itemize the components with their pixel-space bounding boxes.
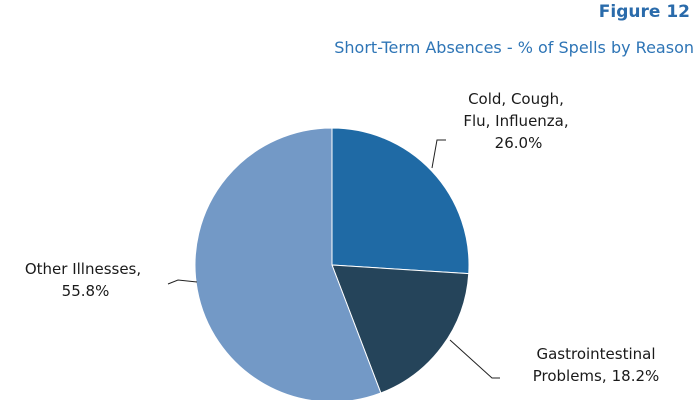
label-value: 18.2% <box>611 367 660 385</box>
label-category: Other Illnesses, <box>24 260 142 278</box>
label-category: Cold, Cough, Flu, Influenza, <box>463 90 569 130</box>
pie-slice <box>331 127 470 275</box>
pie-slice <box>331 264 470 394</box>
chart-subtitle: Short-Term Absences - % of Spells by Rea… <box>334 38 694 57</box>
chart-title: Figure 12 <box>598 2 690 22</box>
leader-line <box>431 139 446 169</box>
data-label: Gastrointestinal Problems, 18.2% <box>506 343 686 387</box>
pie-slice <box>194 127 382 400</box>
data-label: Cold, Cough, Flu, Influenza, 26.0% <box>456 88 576 154</box>
label-category: Gastrointestinal Problems, <box>532 345 656 385</box>
data-label: Other Illnesses, 55.8% <box>8 258 158 302</box>
label-value: 26.0% <box>494 134 543 152</box>
leader-line <box>167 279 198 285</box>
label-value: 55.8% <box>61 282 110 300</box>
leader-line <box>449 339 500 379</box>
